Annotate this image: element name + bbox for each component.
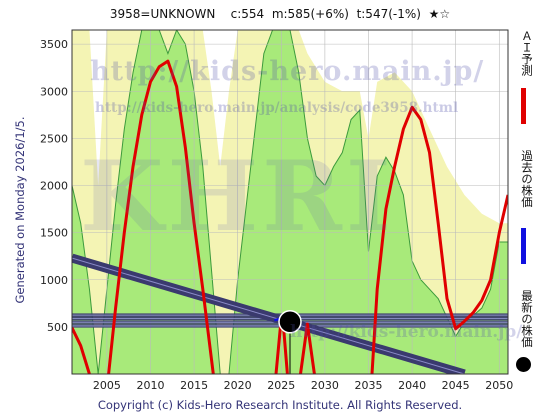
generated-date-label: Generated on Monday 2026/1/5.	[13, 116, 27, 304]
y-tick-label: 2500	[40, 132, 68, 145]
watermark-url-bottom: http://kids-hero.main.jp/	[290, 322, 523, 342]
green-area-outline	[72, 30, 508, 374]
copyright-text: Copyright (c) Kids-Hero Research Institu…	[97, 398, 463, 412]
trend-band-center	[72, 257, 465, 374]
forecast-line	[107, 59, 215, 374]
x-tick-label: 2025	[267, 379, 295, 392]
close-price: c:554	[230, 7, 265, 21]
watermark-url-small: http://kids-hero.main.jp/analysis/code39…	[95, 100, 459, 116]
x-tick-label: 2040	[398, 379, 426, 392]
x-tick-label: 2045	[442, 379, 470, 392]
x-tick-label: 2015	[180, 379, 208, 392]
forecast-line	[72, 327, 91, 374]
chart-header: 3958=UNKNOWN c:554 m:585(+6%) t:547(-1%)…	[0, 7, 560, 21]
forecast-line	[299, 322, 316, 374]
legend-latest-dot	[516, 357, 531, 372]
x-tick-label: 2050	[485, 379, 513, 392]
x-tick-label: 2010	[136, 379, 164, 392]
legend-forecast-swatch	[521, 88, 526, 124]
legend-forecast-label: ＡＩ予測	[520, 30, 534, 76]
y-tick-label: 1500	[40, 227, 68, 240]
target-price: t:547(-1%)	[356, 7, 421, 21]
y-tick-label: 3500	[40, 38, 68, 51]
legend-past-label: 過去の株価	[520, 150, 534, 208]
y-tick-label: 500	[47, 321, 68, 334]
stock-code: 3958=UNKNOWN	[109, 7, 216, 21]
legend-past-swatch	[521, 228, 526, 264]
legend-latest-label: 最新の株価	[520, 290, 534, 348]
rating-stars: ★☆	[428, 7, 451, 21]
x-tick-label: 2020	[224, 379, 252, 392]
x-tick-label: 2005	[93, 379, 121, 392]
latest-price-point	[278, 310, 302, 334]
y-tick-label: 1000	[40, 274, 68, 287]
y-tick-label: 2000	[40, 180, 68, 193]
plot-frame	[71, 29, 509, 375]
x-tick-label: 2035	[354, 379, 382, 392]
y-tick-label: 3000	[40, 85, 68, 98]
x-tick-label: 2030	[311, 379, 339, 392]
mean-price: m:585(+6%)	[271, 7, 349, 21]
watermark-khri: KHRI	[80, 140, 395, 253]
forecast-line	[370, 105, 508, 374]
watermark-url-large: http://kids-hero.main.jp/	[90, 56, 485, 87]
